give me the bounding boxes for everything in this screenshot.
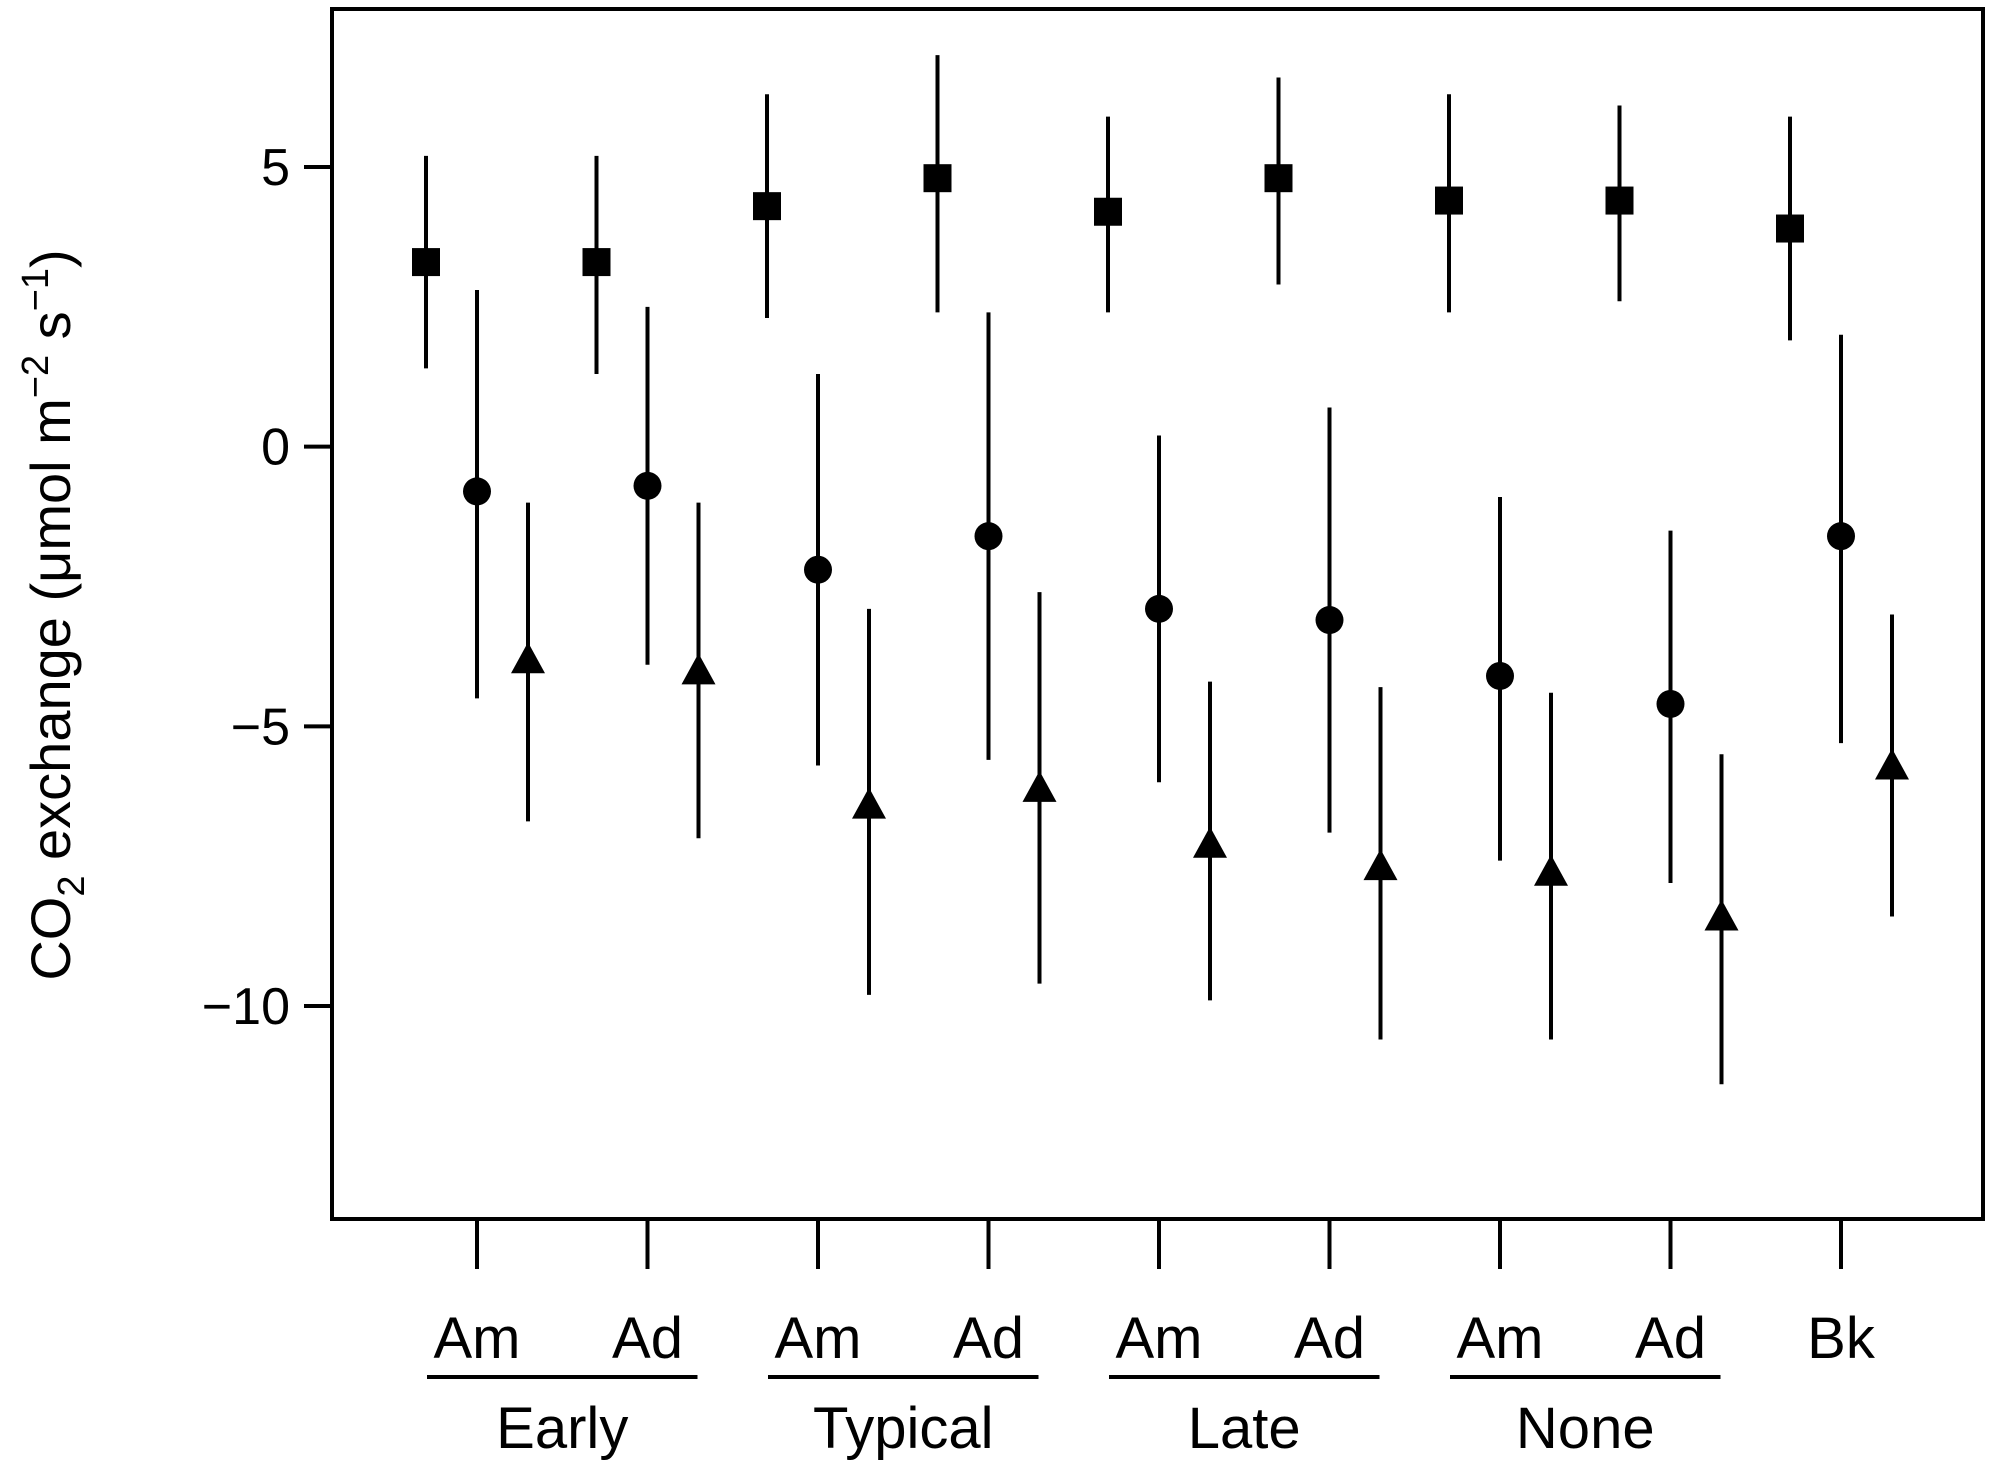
y-title-middle: exchange (μmol m bbox=[19, 398, 82, 875]
y-axis-title: CO2 exchange (μmol m−2 s−1) bbox=[15, 249, 93, 980]
point-triangle-1 bbox=[681, 653, 716, 685]
point-triangle-3 bbox=[1022, 770, 1057, 802]
data-marks bbox=[412, 55, 1909, 1085]
group-label-3: None bbox=[1516, 1396, 1655, 1461]
point-square-5 bbox=[1264, 164, 1293, 193]
y-title-sup2: −1 bbox=[15, 268, 57, 311]
point-square-6 bbox=[1435, 186, 1463, 215]
point-circle-1 bbox=[633, 471, 662, 500]
y-title-prefix: CO bbox=[19, 897, 82, 981]
y-tick-label-2: −5 bbox=[231, 698, 290, 756]
y-tick-label-0: 5 bbox=[261, 139, 290, 197]
point-circle-2 bbox=[804, 555, 832, 584]
group-label-0: Early bbox=[496, 1396, 628, 1461]
group-label-2: Late bbox=[1188, 1396, 1301, 1461]
y-axis: 5 0 −5 −10 bbox=[202, 139, 332, 1036]
point-circle-6 bbox=[1486, 661, 1514, 690]
x-category-label-6: Am bbox=[1457, 1306, 1544, 1371]
y-tick-label-1: 0 bbox=[261, 419, 290, 477]
point-triangle-2 bbox=[852, 787, 886, 819]
point-triangle-8 bbox=[1875, 748, 1909, 780]
y-title-sup1: −2 bbox=[15, 355, 57, 398]
point-circle-0 bbox=[463, 477, 491, 506]
point-circle-4 bbox=[1145, 594, 1173, 623]
x-category-label-3: Ad bbox=[953, 1306, 1024, 1371]
point-circle-8 bbox=[1827, 522, 1855, 551]
x-category-label-7: Ad bbox=[1635, 1306, 1706, 1371]
x-category-label-1: Ad bbox=[612, 1306, 683, 1371]
point-square-3 bbox=[923, 164, 952, 193]
point-triangle-6 bbox=[1534, 854, 1568, 886]
point-square-1 bbox=[582, 248, 611, 277]
point-square-2 bbox=[753, 192, 781, 221]
x-axis: Am Ad Am Ad Am Ad Am Ad Bk Early Typical Late None bbox=[427, 1219, 1876, 1461]
y-tick-label-3: −10 bbox=[202, 978, 290, 1036]
point-circle-5 bbox=[1315, 606, 1344, 635]
y-title-suffix: ) bbox=[19, 249, 82, 268]
point-square-7 bbox=[1605, 186, 1634, 215]
point-circle-7 bbox=[1656, 689, 1685, 718]
x-category-label-5: Ad bbox=[1294, 1306, 1365, 1371]
x-category-label-8: Bk bbox=[1807, 1306, 1876, 1371]
point-triangle-0 bbox=[511, 642, 545, 674]
y-title-sub: 2 bbox=[51, 876, 93, 897]
point-circle-3 bbox=[974, 522, 1003, 551]
point-square-0 bbox=[412, 248, 440, 277]
x-category-label-0: Am bbox=[434, 1306, 521, 1371]
point-square-4 bbox=[1094, 197, 1122, 226]
point-triangle-7 bbox=[1704, 899, 1739, 931]
point-triangle-5 bbox=[1363, 849, 1398, 881]
x-category-label-4: Am bbox=[1116, 1306, 1203, 1371]
y-title-space: s bbox=[19, 311, 82, 355]
point-triangle-4 bbox=[1193, 826, 1227, 858]
group-label-1: Typical bbox=[813, 1396, 994, 1461]
point-square-8 bbox=[1776, 214, 1804, 243]
x-category-label-2: Am bbox=[775, 1306, 862, 1371]
